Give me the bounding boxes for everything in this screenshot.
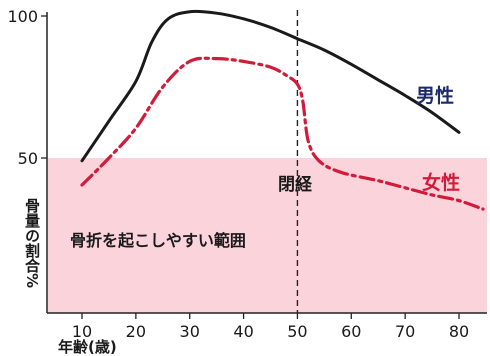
- x-tick-label: 20: [126, 322, 146, 341]
- x-tick-label: 10: [72, 322, 92, 341]
- series-label-male: 男性: [416, 84, 454, 107]
- y-tick-label: 50: [18, 149, 38, 168]
- series-label-female: 女性: [422, 171, 460, 194]
- fracture-risk-label: 骨折を起こしやすい範囲: [70, 231, 246, 250]
- x-tick-label: 70: [395, 322, 415, 341]
- x-tick-label: 50: [287, 322, 307, 341]
- series-layer: [80, 9, 485, 211]
- series-line-female: [80, 56, 485, 211]
- x-axis-title: 年齢(歳): [58, 338, 117, 356]
- series-line-male: [80, 9, 461, 163]
- y-tick-label: 100: [7, 7, 38, 26]
- fracture-risk-region: [48, 158, 487, 313]
- x-tick-label: 60: [341, 322, 361, 341]
- axes: [46, 12, 487, 314]
- menopause-label: 閉経: [278, 174, 313, 195]
- x-tick-label: 80: [449, 322, 469, 341]
- y-axis-title: 骨量の割合%: [23, 198, 41, 288]
- x-tick-label: 40: [233, 322, 253, 341]
- x-tick-label: 30: [180, 322, 200, 341]
- tick-layer: 10 20 30 40 50 60 70 80 50 100: [7, 7, 469, 341]
